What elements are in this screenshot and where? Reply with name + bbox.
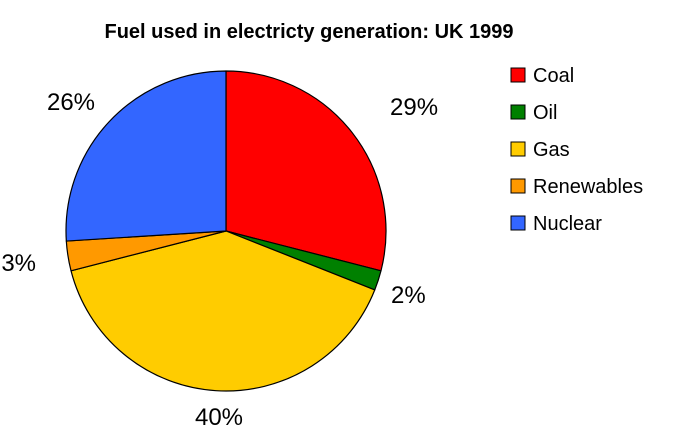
legend-swatch-coal — [510, 67, 526, 83]
legend-swatch-nuclear — [510, 215, 526, 231]
legend: Coal Oil Gas Renewables Nuclear — [510, 65, 643, 235]
legend-label-coal: Coal — [533, 65, 574, 87]
slice-gas — [70, 230, 376, 392]
legend-label-renewables: Renewables — [533, 176, 643, 198]
legend-label-nuclear: Nuclear — [533, 213, 602, 235]
data-label-nuclear: 26% — [47, 89, 95, 116]
data-label-gas: 40% — [195, 404, 243, 431]
chart-title: Fuel used in electricty generation: UK 1… — [104, 21, 513, 43]
slice-coal — [225, 70, 387, 272]
data-label-coal: 29% — [390, 94, 438, 121]
legend-swatch-gas — [510, 141, 526, 157]
legend-swatch-renewables — [510, 178, 526, 194]
data-label-oil: 2% — [391, 282, 426, 309]
legend-swatch-oil — [510, 104, 526, 120]
legend-label-oil: Oil — [533, 102, 557, 124]
legend-label-gas: Gas — [533, 139, 570, 161]
data-label-renewables: 3% — [1, 250, 36, 277]
pie-slices — [65, 70, 387, 392]
percentage-labels: 29% 2% 40% 3% 26% — [1, 89, 438, 431]
slice-nuclear — [65, 70, 227, 242]
